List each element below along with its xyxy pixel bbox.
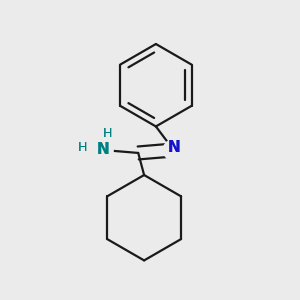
Text: N: N — [167, 140, 180, 154]
Text: N: N — [167, 140, 180, 154]
Circle shape — [93, 140, 113, 160]
Text: H: H — [78, 141, 87, 154]
Circle shape — [163, 140, 184, 160]
Text: H: H — [103, 127, 112, 140]
Text: H: H — [103, 127, 112, 140]
Text: H: H — [78, 141, 87, 154]
Text: N: N — [97, 142, 109, 158]
Text: N: N — [97, 142, 109, 158]
